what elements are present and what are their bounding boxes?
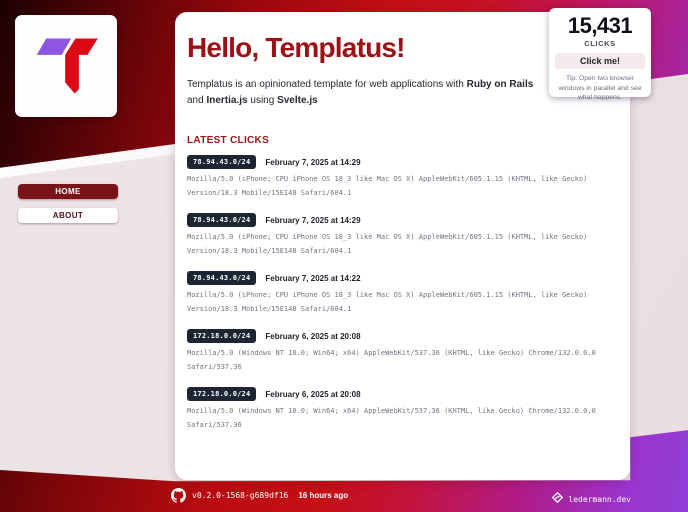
intro-text: Templatus is an opinionated template for… bbox=[187, 77, 618, 109]
templatus-logo-icon bbox=[36, 38, 98, 94]
click-date: February 7, 2025 at 14:29 bbox=[265, 215, 361, 225]
click-item-header: 172.18.0.0/24 February 6, 2025 at 20:08 bbox=[187, 329, 618, 343]
user-agent-text: Mozilla/5.0 (iPhone; CPU iPhone OS 18_3 … bbox=[187, 175, 588, 197]
app-logo[interactable] bbox=[15, 15, 117, 117]
click-list-item: 172.18.0.0/24 February 6, 2025 at 20:08 … bbox=[187, 329, 618, 374]
page-title: Hello, Templatus! bbox=[187, 32, 405, 63]
click-item-header: 172.18.0.0/24 February 6, 2025 at 20:08 bbox=[187, 387, 618, 401]
click-date: February 7, 2025 at 14:22 bbox=[265, 273, 361, 283]
intro-bold-inertia: Inertia.js bbox=[206, 95, 248, 106]
click-counter-card: 15,431 CLICKS Click me! Tip: Open two br… bbox=[549, 8, 651, 101]
click-item-header: 78.94.43.0/24 February 7, 2025 at 14:22 bbox=[187, 271, 618, 285]
footer-version-area: v0.2.0-1568-g689df16 16 hours ago bbox=[171, 488, 348, 503]
ip-badge: 78.94.43.0/24 bbox=[187, 155, 257, 169]
click-item-header: 78.94.43.0/24 February 7, 2025 at 14:29 bbox=[187, 213, 618, 227]
intro-segment: Templatus is an opinionated template for… bbox=[187, 79, 467, 90]
click-date: February 6, 2025 at 20:08 bbox=[265, 331, 361, 341]
click-count-label: CLICKS bbox=[584, 39, 616, 48]
site-label: ledermann.dev bbox=[568, 494, 631, 504]
intro-bold-rails: Ruby on Rails bbox=[466, 79, 534, 90]
intro-bold-svelte: Svelte.js bbox=[277, 95, 318, 106]
intro-segment: and bbox=[187, 95, 207, 106]
click-list-item: 78.94.43.0/24 February 7, 2025 at 14:22 … bbox=[187, 271, 618, 316]
github-icon[interactable] bbox=[171, 488, 186, 503]
ip-badge: 78.94.43.0/24 bbox=[187, 271, 257, 285]
sidebar-item-home[interactable]: HOME bbox=[18, 184, 118, 199]
click-me-button[interactable]: Click me! bbox=[555, 53, 645, 69]
ip-badge: 78.94.43.0/24 bbox=[187, 213, 257, 227]
click-item-header: 78.94.43.0/24 February 7, 2025 at 14:29 bbox=[187, 155, 618, 169]
click-list-item: 78.94.43.0/24 February 7, 2025 at 14:29 … bbox=[187, 155, 618, 200]
click-list-item: 172.18.0.0/24 February 6, 2025 at 20:08 … bbox=[187, 387, 618, 432]
click-date: February 7, 2025 at 14:29 bbox=[265, 157, 361, 167]
sidebar-nav: HOME ABOUT bbox=[18, 184, 118, 232]
click-count: 15,431 bbox=[567, 13, 633, 38]
click-list-item: 78.94.43.0/24 February 7, 2025 at 14:29 … bbox=[187, 213, 618, 258]
user-agent-text: Mozilla/5.0 (iPhone; CPU iPhone OS 18_3 … bbox=[187, 233, 588, 255]
user-agent-text: Mozilla/5.0 (Windows NT 10.0; Win64; x64… bbox=[187, 349, 596, 371]
user-agent-text: Mozilla/5.0 (iPhone; CPU iPhone OS 18_3 … bbox=[187, 291, 588, 313]
build-age: 16 hours ago bbox=[298, 491, 349, 500]
ip-badge: 172.18.0.0/24 bbox=[187, 329, 257, 343]
user-agent-text: Mozilla/5.0 (Windows NT 10.0; Win64; x64… bbox=[187, 407, 596, 429]
intro-segment: using bbox=[247, 95, 278, 106]
ip-badge: 172.18.0.0/24 bbox=[187, 387, 257, 401]
sidebar-item-about[interactable]: ABOUT bbox=[18, 208, 118, 223]
latest-clicks-heading: LATEST CLICKS bbox=[187, 135, 270, 146]
click-list: 78.94.43.0/24 February 7, 2025 at 14:29 … bbox=[187, 155, 618, 432]
ledermann-logo-icon bbox=[552, 490, 564, 508]
version-text[interactable]: v0.2.0-1568-g689df16 bbox=[192, 491, 289, 500]
footer-site-link[interactable]: ledermann.dev bbox=[552, 490, 631, 508]
click-date: February 6, 2025 at 20:08 bbox=[265, 389, 361, 399]
counter-tip: Tip: Open two browser windows in paralle… bbox=[558, 75, 642, 102]
